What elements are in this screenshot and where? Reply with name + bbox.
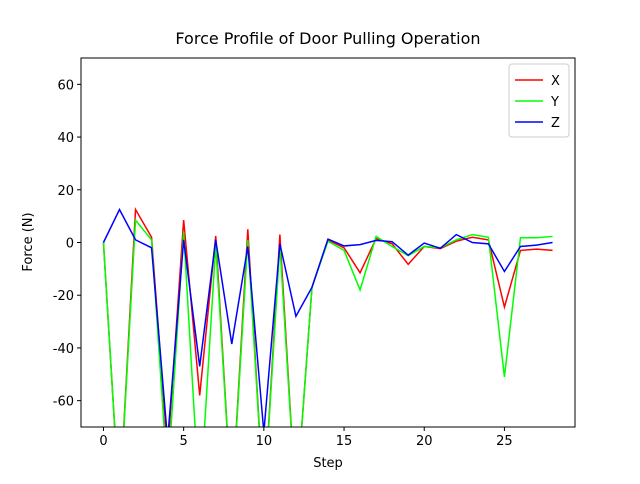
x-tick-label: 0 xyxy=(99,434,107,449)
series-line xyxy=(102,207,553,427)
chart-title: Force Profile of Door Pulling Operation xyxy=(175,29,480,48)
y-tick-label: -40 xyxy=(53,342,74,357)
legend-label: X xyxy=(551,74,560,89)
x-tick-label: 5 xyxy=(180,434,188,449)
y-tick-label: 20 xyxy=(57,184,74,199)
y-tick-label: -60 xyxy=(53,395,74,410)
x-tick-label: 20 xyxy=(416,434,433,449)
plot-area xyxy=(102,207,553,427)
y-tick-label: 40 xyxy=(57,131,74,146)
x-axis-label: Step xyxy=(313,456,343,471)
y-tick-label: 0 xyxy=(66,237,74,252)
x-tick-label: 15 xyxy=(336,434,353,449)
x-tick-label: 25 xyxy=(496,434,513,449)
y-axis-label: Force (N) xyxy=(21,212,36,271)
y-tick-label: 60 xyxy=(57,78,74,93)
x-tick-label: 10 xyxy=(256,434,273,449)
legend-label: Y xyxy=(550,95,559,110)
legend-label: Z xyxy=(551,116,560,131)
y-tick-label: -20 xyxy=(53,289,74,304)
